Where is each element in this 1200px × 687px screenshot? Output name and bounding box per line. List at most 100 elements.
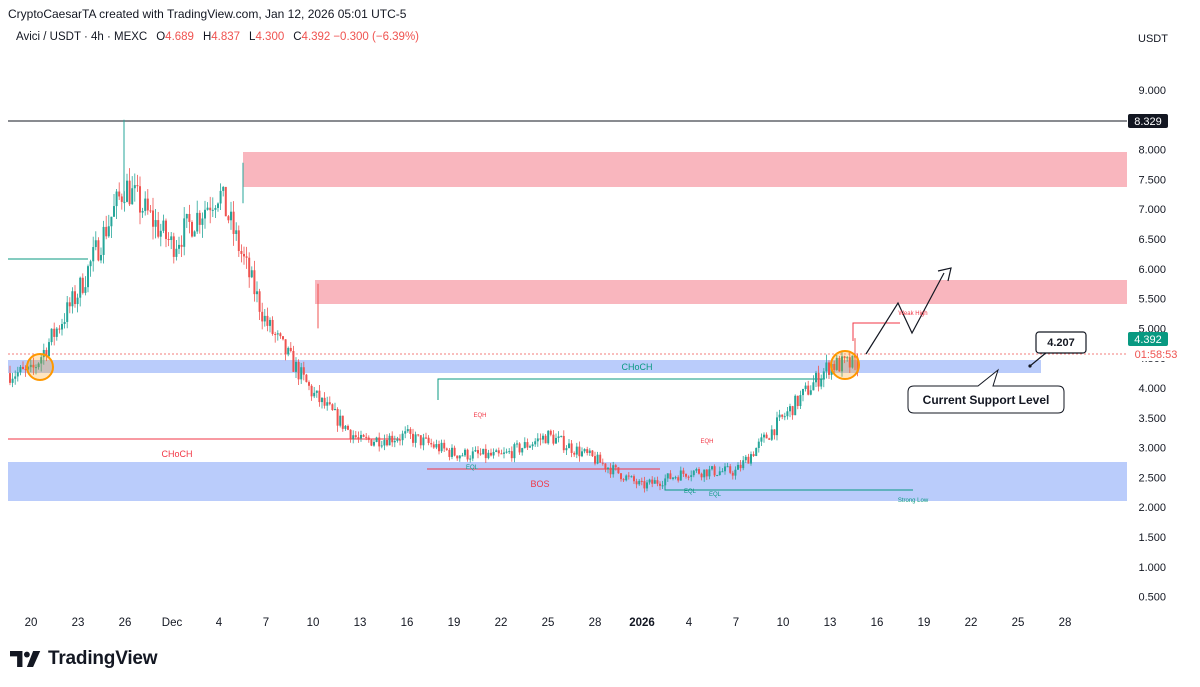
candle-body: [812, 382, 815, 391]
candle-body: [162, 220, 165, 231]
candle-body: [765, 434, 768, 439]
candle-body: [570, 443, 573, 453]
price-tick-label: 7.000: [1138, 204, 1166, 216]
candle-body: [490, 452, 492, 456]
candle-body: [672, 477, 674, 479]
candle-body: [620, 473, 622, 480]
price-callout[interactable]: 4.207: [1028, 331, 1087, 368]
candle-body: [250, 270, 253, 278]
highlight-circle-right: [830, 350, 860, 380]
time-tick-label: 20: [25, 617, 38, 629]
candle-body: [305, 374, 308, 383]
tradingview-logo[interactable]: TradingView: [10, 648, 158, 670]
candle-body: [848, 357, 851, 368]
candle-body: [651, 479, 654, 484]
candle-body: [573, 452, 576, 455]
candle-body: [344, 425, 347, 429]
candle-body: [79, 277, 82, 298]
candle-body: [237, 230, 240, 252]
candle-body: [128, 180, 131, 205]
candle-body: [66, 302, 69, 322]
open-value: 4.689: [165, 31, 194, 43]
candle-body: [68, 302, 71, 307]
candle-body: [201, 218, 204, 225]
support-callout[interactable]: Current Support Level: [907, 368, 1065, 414]
candle-body: [851, 355, 854, 368]
candle-body: [521, 448, 524, 453]
candle-body: [666, 473, 669, 479]
candle-body: [300, 367, 303, 380]
candle-body: [711, 466, 713, 470]
candle-body: [235, 230, 238, 234]
candle-body: [370, 439, 373, 446]
candle-body: [661, 485, 664, 487]
time-tick-label: 16: [871, 617, 884, 629]
candle-body: [781, 414, 784, 417]
candle-body: [310, 385, 313, 397]
low-value: 4.300: [255, 31, 285, 43]
strong-low-label: Strong Low: [898, 498, 929, 504]
candle-body: [622, 479, 625, 481]
candle-body: [526, 442, 529, 448]
candle-body: [425, 437, 427, 439]
candle-body: [388, 435, 391, 446]
candle-body: [40, 357, 43, 364]
candle-body: [271, 319, 274, 334]
candle-body: [591, 450, 594, 457]
candle-body: [188, 213, 191, 222]
candle-body: [713, 466, 716, 476]
candle-body: [617, 467, 620, 474]
candle-body: [9, 373, 11, 383]
candle-body: [292, 351, 295, 372]
candle-body: [458, 455, 461, 459]
candle-body: [497, 450, 500, 454]
candle-body: [81, 277, 84, 293]
candle-body: [396, 439, 399, 441]
symbol-legend[interactable]: Avici / USDT · 4h · MEXC O4.689 H4.837 L4.3…: [16, 31, 419, 43]
candle-body: [139, 186, 141, 213]
choch-top-label: CHoCH: [621, 362, 652, 372]
time-tick-label: 2026: [629, 617, 655, 629]
candle-body: [339, 415, 342, 426]
candle-body: [440, 442, 443, 452]
candle-body: [625, 475, 628, 481]
candle-body: [152, 210, 154, 227]
candle-body: [737, 464, 739, 470]
candle-body: [313, 392, 316, 397]
candle-body: [721, 471, 724, 473]
candle-body: [487, 452, 490, 459]
time-tick-label: 25: [542, 617, 555, 629]
candle-body: [677, 477, 680, 481]
eqh-label-2: EQH: [700, 439, 713, 445]
candle-body: [297, 361, 300, 380]
time-tick-label: 4: [216, 617, 223, 629]
candle-body: [170, 236, 173, 241]
candle-body: [817, 372, 820, 387]
candle-body: [856, 357, 859, 373]
candle-body: [222, 186, 225, 191]
eql-label-1: EQL: [466, 465, 479, 471]
price-callout-pointer: [1029, 351, 1048, 367]
price-axis[interactable]: USDT 0.500 1.000 1.500 2.000 2.500 3.000 3.500…: [1138, 33, 1168, 604]
candle-body: [334, 409, 336, 411]
candle-body: [789, 406, 791, 412]
candle-body: [643, 481, 646, 489]
time-tick-label: 10: [307, 617, 320, 629]
candle-body: [479, 453, 482, 455]
time-axis[interactable]: 20 23 26 Dec 4 7 10 13 16 19 22 25 28 2026 4 7 10 13 16 19 2…: [25, 617, 1072, 629]
candle-body: [115, 191, 118, 207]
candle-body: [141, 210, 144, 213]
last-price-label: 4.392: [1134, 334, 1162, 346]
price-callout-label: 4.207: [1047, 337, 1075, 349]
time-tick-label: 26: [119, 617, 132, 629]
candle-body: [646, 482, 648, 489]
candle-body: [682, 470, 685, 474]
candle-body: [193, 231, 196, 237]
hline-price-tag: [1128, 114, 1168, 128]
candle-body: [432, 444, 435, 448]
high-value: 4.837: [211, 31, 241, 43]
choch-left-label: CHoCH: [161, 449, 192, 459]
candle-body: [492, 451, 495, 456]
candle-body: [638, 480, 641, 485]
